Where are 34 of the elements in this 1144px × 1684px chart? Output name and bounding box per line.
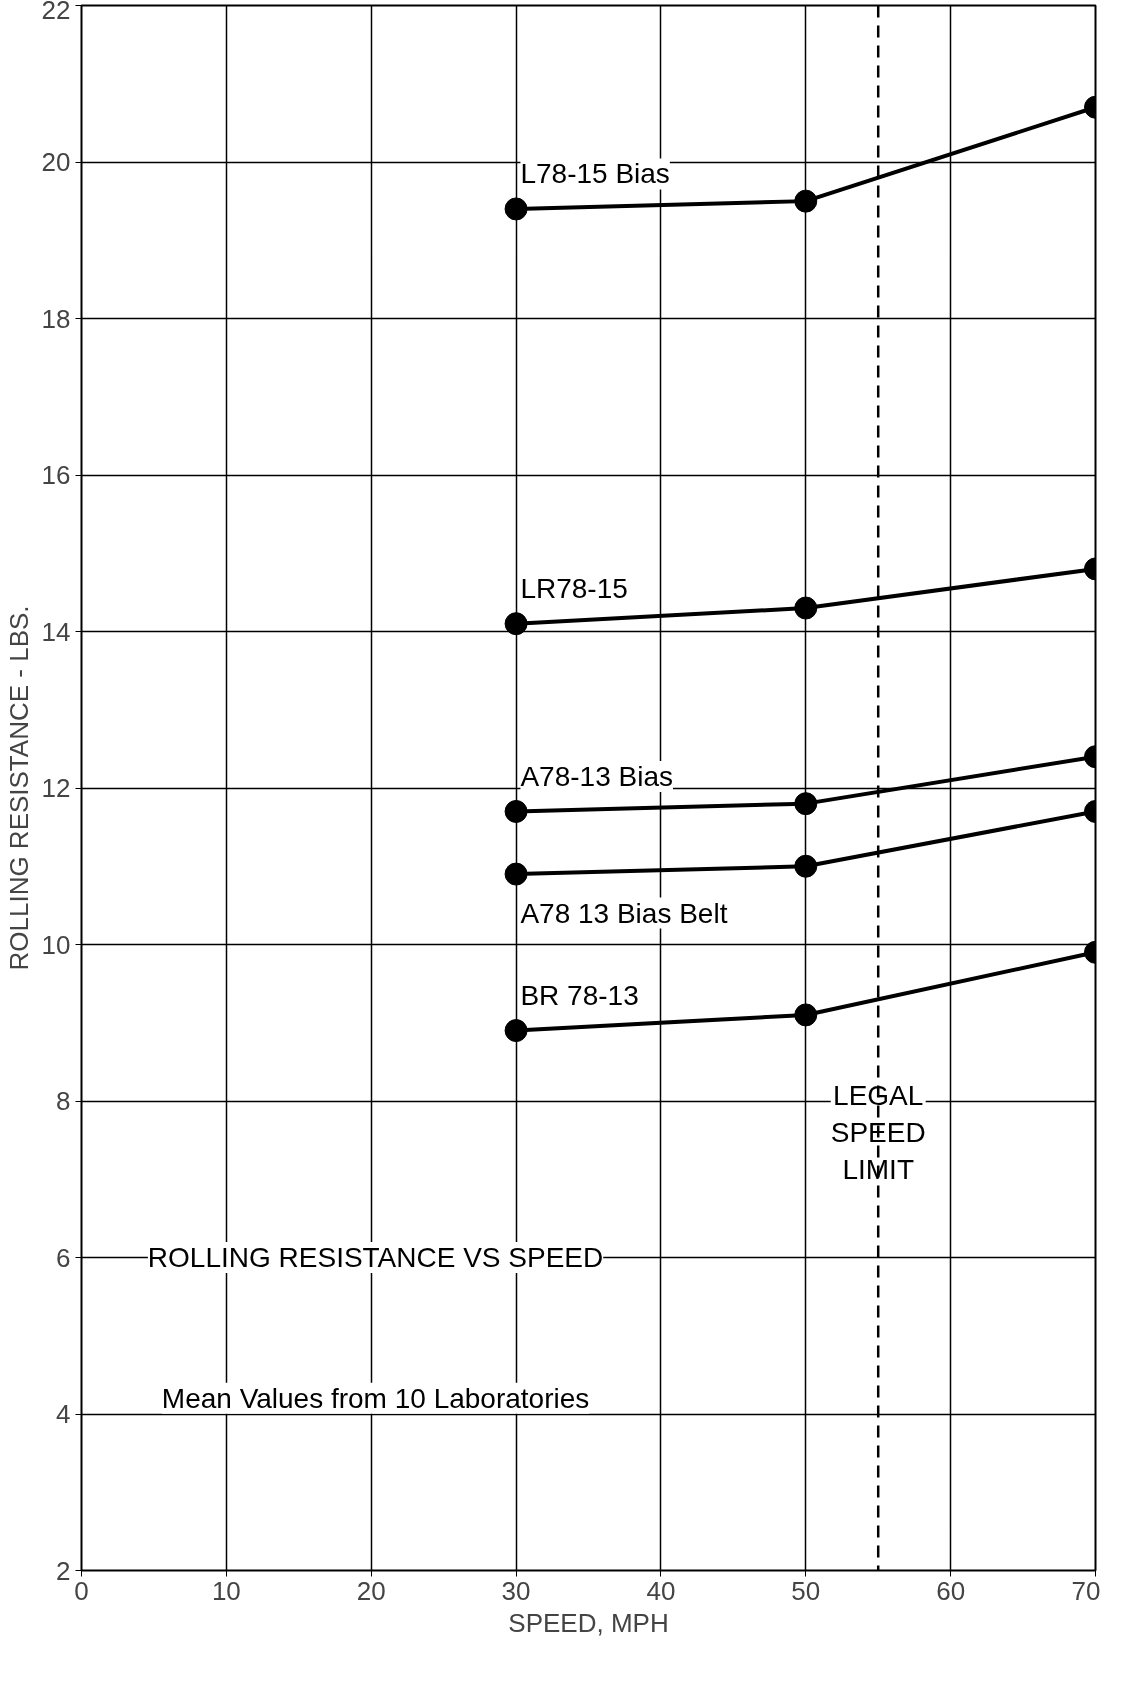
series-label: A78 13 Bias Belt [520, 897, 728, 929]
x-tick-label: 70 [1071, 1575, 1101, 1606]
x-tick-label: 50 [791, 1575, 821, 1606]
series-label: A78-13 Bias [520, 760, 673, 792]
y-tick-label: 4 [56, 1399, 71, 1429]
series-label: L78-15 Bias [520, 158, 670, 190]
x-tick-label: 0 [74, 1575, 89, 1606]
y-tick-label: 10 [41, 929, 71, 960]
y-tick-label: 14 [41, 616, 71, 647]
y-tick-label: 12 [41, 773, 71, 803]
point [504, 800, 528, 823]
y-tick-label: 2 [56, 1555, 71, 1586]
point [504, 612, 528, 636]
x-tick-label: 30 [501, 1575, 531, 1606]
annotation: Mean Values from 10 Laboratories [161, 1382, 590, 1414]
x-tick-label: 40 [646, 1575, 676, 1606]
series-label: BR 78-13 [520, 980, 639, 1012]
y-tick-label: 20 [41, 147, 71, 177]
x-axis-title: SPEED, MPH [508, 1607, 669, 1638]
x-tick-label: 10 [211, 1575, 241, 1606]
point [504, 862, 528, 886]
point [504, 197, 528, 221]
y-tick-label: 16 [41, 460, 71, 490]
series-label: LR78-15 [520, 573, 628, 605]
y-tick-label: 22 [41, 0, 71, 25]
y-axis-title: ROLLING RESISTANCE - LBS. [3, 605, 34, 971]
x-tick-label: 60 [936, 1575, 966, 1606]
y-tick-label: 18 [41, 303, 71, 334]
x-tick-label: 20 [356, 1575, 386, 1606]
y-tick-label: 8 [56, 1086, 71, 1116]
point [504, 1019, 528, 1043]
y-tick-label: 6 [56, 1242, 71, 1273]
annotation: ROLLING RESISTANCE VS SPEED [147, 1242, 604, 1273]
ref-line-label: LEGAL SPEED LIMIT [830, 1079, 926, 1185]
